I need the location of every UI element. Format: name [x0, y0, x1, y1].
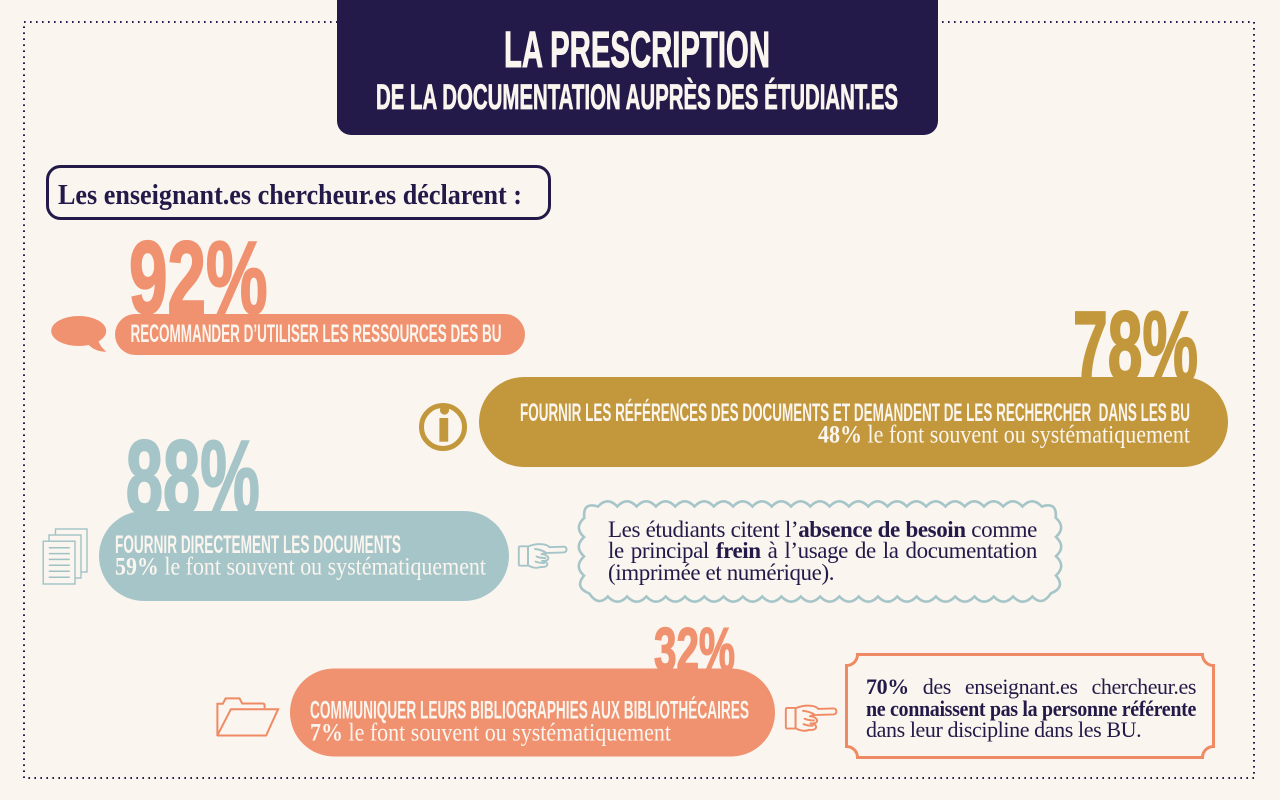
- svg-text:7% le font souvent ou systémat: 7% le font souvent ou systématiquement: [310, 720, 671, 747]
- svg-text:59% le font souvent ou systéma: 59% le font souvent ou systématiquement: [115, 554, 486, 581]
- svg-text:COMMUNIQUER LEURS BIBLIOGRAPHI: COMMUNIQUER LEURS BIBLIOGRAPHIES AUX BIB…: [310, 696, 749, 725]
- svg-text:FOURNIR LES RÉFÉRENCES DES DOC: FOURNIR LES RÉFÉRENCES DES DOCUMENTS ET …: [520, 398, 1190, 427]
- svg-text:DE LA DOCUMENTATION AUPRÈS DES: DE LA DOCUMENTATION AUPRÈS DES ÉTUDIANT.…: [376, 77, 898, 117]
- svg-text:Les enseignant.es chercheur.es: Les enseignant.es chercheur.es déclarent…: [58, 179, 522, 211]
- svg-text:FOURNIR DIRECTEMENT LES DOCUME: FOURNIR DIRECTEMENT LES DOCUMENTS: [115, 531, 401, 559]
- svg-text:RECOMMANDER D’UTILISER LES RES: RECOMMANDER D’UTILISER LES RESSOURCES DE…: [131, 320, 502, 348]
- svg-text:LA PRESCRIPTION: LA PRESCRIPTION: [504, 21, 770, 78]
- svg-text:48% le font souvent ou systéma: 48% le font souvent ou systématiquement: [818, 422, 1190, 449]
